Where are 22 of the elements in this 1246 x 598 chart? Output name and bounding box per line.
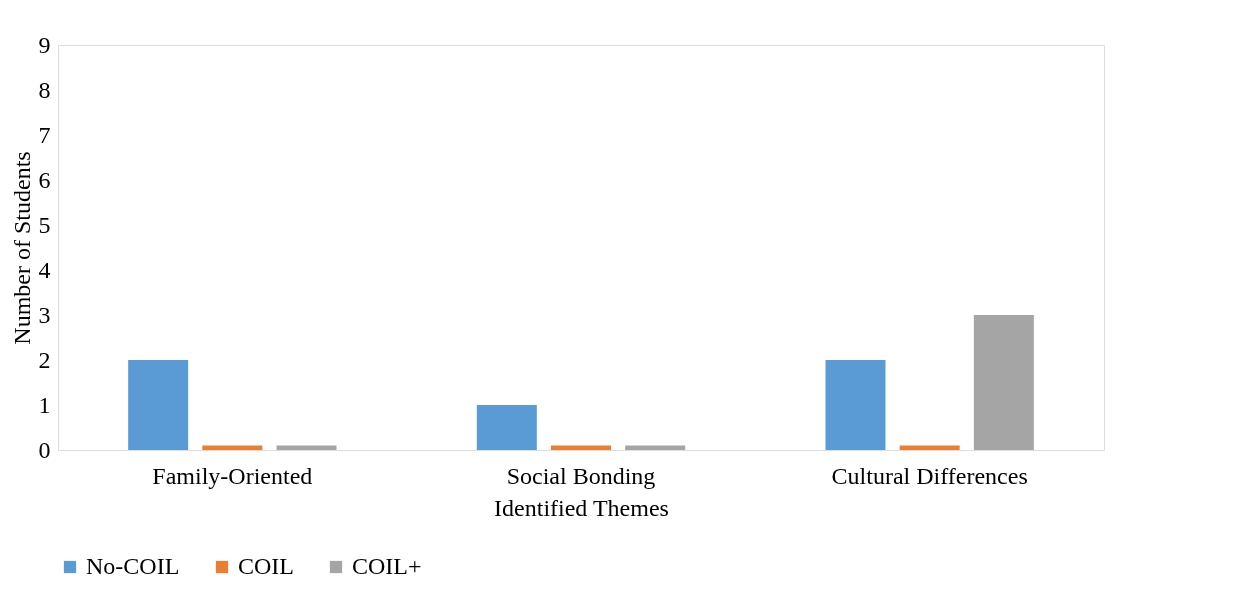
x-tick-label: Social Bonding <box>506 462 656 489</box>
legend-label: COIL <box>238 553 294 579</box>
legend-label: No-COIL <box>86 553 180 579</box>
x-tick-label: Cultural Differences <box>831 462 1028 489</box>
y-tick-label: 4 <box>38 256 51 283</box>
y-tick-label: 0 <box>38 436 51 463</box>
bar <box>825 360 886 450</box>
y-axis-title: Number of Students <box>8 151 35 345</box>
x-tick-label: Family-Oriented <box>152 462 313 489</box>
y-tick-label: 5 <box>38 211 51 238</box>
y-tick-label: 3 <box>38 301 51 328</box>
y-tick-label: 6 <box>38 166 51 193</box>
y-tick-label: 9 <box>38 31 51 58</box>
y-tick-label: 1 <box>38 391 51 418</box>
bar <box>973 315 1034 450</box>
y-tick-label: 7 <box>38 121 51 148</box>
bar <box>476 405 537 450</box>
legend-label: COIL+ <box>352 553 422 579</box>
y-tick-label: 8 <box>38 76 51 103</box>
y-tick-label: 2 <box>38 346 51 373</box>
bar <box>128 360 189 450</box>
x-axis-title: Identified Themes <box>494 494 669 521</box>
